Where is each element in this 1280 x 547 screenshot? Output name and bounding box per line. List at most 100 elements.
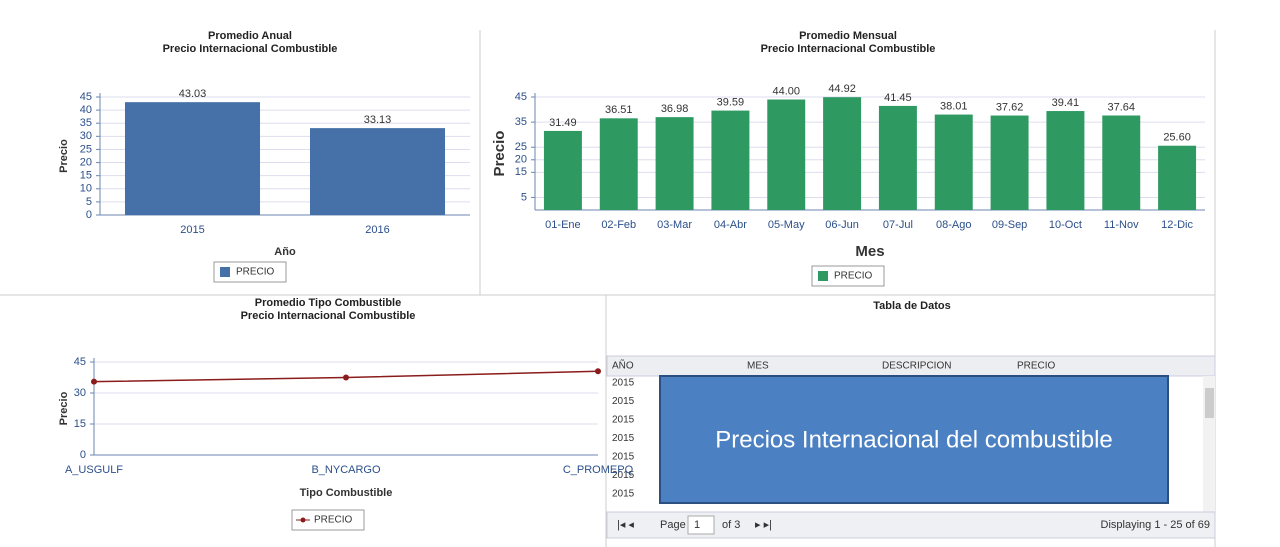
data-label: 37.62 xyxy=(996,101,1024,113)
page-input[interactable] xyxy=(687,515,715,535)
bar xyxy=(1102,115,1141,210)
pager-current[interactable]: 1 xyxy=(694,519,700,531)
x-tick-label: 2016 xyxy=(365,224,389,236)
data-label: 41.45 xyxy=(884,92,912,104)
y-tick-label: 15 xyxy=(80,170,92,182)
scroll-thumb[interactable] xyxy=(1205,388,1214,418)
x-tick-label: 07-Jul xyxy=(883,219,913,231)
legend-box xyxy=(811,265,885,287)
legend-swatch xyxy=(300,517,306,523)
y-tick-label: 10 xyxy=(80,183,92,195)
y-axis-label: Precio xyxy=(491,131,508,177)
x-tick-label: 08-Ago xyxy=(936,219,971,231)
pager-of: of 3 xyxy=(722,519,740,531)
x-tick-label: A_USGULF xyxy=(65,464,123,476)
point xyxy=(595,368,601,375)
x-axis-label: Mes xyxy=(855,243,884,260)
legend-label: PRECIO xyxy=(236,267,275,278)
y-tick-label: 35 xyxy=(515,116,527,128)
x-tick-label: 09-Sep xyxy=(992,219,1027,231)
y-tick-label: 35 xyxy=(80,117,92,129)
bar xyxy=(823,97,862,210)
column-header: DESCRIPCION xyxy=(882,361,951,372)
chart-subtitle: Precio Internacional Combustible xyxy=(761,43,936,55)
column-header: AÑO xyxy=(612,359,634,372)
banner-text: Precios Internacional del combustible xyxy=(715,426,1113,453)
legend-box xyxy=(213,261,287,283)
x-tick-label: 06-Jun xyxy=(825,219,859,231)
chart-title: Promedio Anual xyxy=(208,30,292,42)
point xyxy=(343,374,349,381)
pager-display: Displaying 1 - 25 of 69 xyxy=(1101,519,1210,531)
data-label: 43.03 xyxy=(179,88,207,100)
x-tick-label: C_PROMEPQ xyxy=(563,464,634,476)
y-tick-label: 20 xyxy=(80,156,92,168)
chart-title: Promedio Mensual xyxy=(799,30,897,42)
table-cell: 2015 xyxy=(612,433,635,444)
legend-swatch xyxy=(220,267,230,277)
x-tick-label: 10-Oct xyxy=(1049,219,1082,231)
first-page[interactable]: |◂ ◂ xyxy=(617,519,634,531)
data-label: 38.01 xyxy=(940,100,968,112)
bar xyxy=(990,115,1029,210)
bar xyxy=(599,118,638,210)
y-tick-label: 45 xyxy=(74,356,86,368)
legend-box xyxy=(291,509,365,531)
bar xyxy=(124,102,261,215)
bar xyxy=(309,128,446,215)
data-label: 44.00 xyxy=(772,85,800,97)
bar xyxy=(1046,111,1085,210)
next-page[interactable]: ▸ ▸| xyxy=(755,519,772,531)
chart-subtitle: Precio Internacional Combustible xyxy=(163,43,338,55)
bar xyxy=(767,99,806,210)
y-tick-label: 5 xyxy=(86,196,92,208)
y-axis-label: Precio xyxy=(58,139,70,173)
data-label: 25.60 xyxy=(1163,132,1191,144)
pager-page: Page xyxy=(660,519,686,531)
bar xyxy=(655,117,694,210)
x-tick-label: 11-Nov xyxy=(1104,219,1139,231)
x-tick-label: 05-May xyxy=(768,219,805,231)
y-tick-label: 40 xyxy=(80,104,92,116)
bar xyxy=(1158,145,1197,210)
x-tick-label: 01-Ene xyxy=(545,219,580,231)
table-cell: 2015 xyxy=(612,378,635,389)
table-title: Tabla de Datos xyxy=(873,300,950,312)
data-label: 39.59 xyxy=(717,96,745,108)
y-tick-label: 0 xyxy=(80,449,86,461)
y-tick-label: 5 xyxy=(521,191,527,203)
y-tick-label: 25 xyxy=(80,143,92,155)
data-label: 39.41 xyxy=(1052,97,1080,109)
x-axis-label: Año xyxy=(274,246,296,258)
column-header: MES xyxy=(747,361,769,372)
column-header: PRECIO xyxy=(1017,361,1056,372)
data-label: 44.92 xyxy=(828,83,856,95)
bar xyxy=(543,130,582,210)
table-cell: 2015 xyxy=(612,489,635,500)
table-cell: 2015 xyxy=(612,452,635,463)
x-tick-label: 12-Dic xyxy=(1161,219,1193,231)
y-tick-label: 30 xyxy=(80,130,92,142)
data-label: 33.13 xyxy=(364,114,392,126)
x-tick-label: 2015 xyxy=(180,224,204,236)
legend-swatch xyxy=(818,271,828,281)
table-cell: 2015 xyxy=(612,470,635,481)
data-label: 36.51 xyxy=(605,104,633,116)
data-label: 36.98 xyxy=(661,103,689,115)
x-tick-label: 02-Feb xyxy=(601,219,636,231)
y-tick-label: 15 xyxy=(515,166,527,178)
y-tick-label: 20 xyxy=(515,154,527,166)
x-tick-label: B_NYCARGO xyxy=(311,464,381,476)
y-tick-label: 30 xyxy=(74,387,86,399)
chart-title: Promedio Tipo Combustible xyxy=(255,297,401,309)
banner xyxy=(659,375,1169,504)
y-tick-label: 45 xyxy=(80,91,92,103)
table-cell: 2015 xyxy=(612,396,635,407)
y-axis-label: Precio xyxy=(58,391,70,425)
y-tick-label: 15 xyxy=(74,418,86,430)
x-tick-label: 03-Mar xyxy=(657,219,692,231)
y-tick-label: 45 xyxy=(515,91,527,103)
x-axis-label: Tipo Combustible xyxy=(300,487,393,499)
chart-subtitle: Precio Internacional Combustible xyxy=(241,310,416,322)
